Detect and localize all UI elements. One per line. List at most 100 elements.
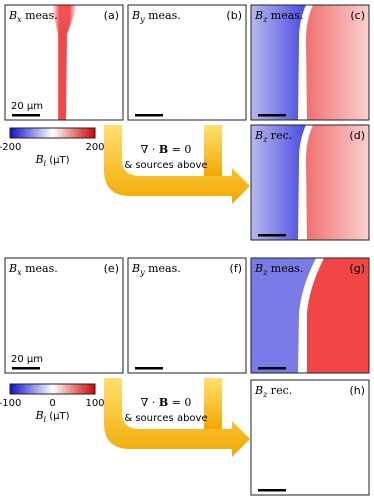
subscript: x [17, 15, 22, 24]
field-map [307, 258, 369, 373]
scale-bar [135, 367, 163, 370]
arrow: ∇ · B = 0 & sources above [104, 125, 250, 204]
panel: By meas. (f) [127, 257, 247, 374]
panel-frame [127, 4, 247, 121]
panel-title: By meas. [131, 9, 181, 24]
colorbar-tick: 0 [49, 398, 55, 409]
field-map [251, 258, 316, 373]
field-map [251, 125, 306, 240]
colorbar-tick: 100 [85, 398, 104, 409]
colorbar: -100 0 100 Bi (μT) [0, 383, 105, 424]
subscript: z [262, 15, 268, 24]
subscript: i [44, 415, 47, 424]
title-rest: meas. [145, 9, 181, 22]
panel-tag: (e) [104, 262, 119, 275]
subscript: y [139, 268, 145, 277]
eq-right: = 0 [168, 396, 191, 409]
eq-bold: B [159, 396, 168, 409]
field-map [59, 25, 66, 120]
panel-frame [250, 379, 370, 496]
panel-frame [250, 4, 370, 121]
panel-title: Bx meas. [8, 262, 58, 277]
scale-label: 20 μm [11, 101, 43, 112]
panel-tag: (b) [226, 9, 242, 22]
equation: ∇ · B = 0 [141, 143, 192, 156]
symbol: B [34, 153, 43, 166]
panel: Bx meas. (e) 20 μm [4, 257, 124, 374]
panel-tag: (d) [349, 129, 365, 142]
panel-bg [128, 258, 246, 373]
panel-frame [4, 257, 124, 374]
colorbar-label: Bi (μT) [34, 409, 69, 424]
scale-label: 20 μm [11, 354, 43, 365]
scale-bar [12, 367, 40, 370]
panel-title: Bx meas. [8, 9, 58, 24]
title-rest: meas. [22, 9, 58, 22]
subscript: y [139, 15, 145, 24]
panel: By meas. (b) [127, 4, 247, 121]
field-map [251, 5, 306, 120]
panel-tag: (h) [349, 384, 365, 397]
panel-tag: (g) [349, 262, 365, 275]
subscript: x [17, 268, 22, 277]
subscript: z [262, 268, 268, 277]
panel: Bz meas. (c) [250, 4, 370, 121]
arrow: ∇ · B = 0 & sources above [104, 378, 250, 457]
subscript: i [44, 159, 47, 168]
scale-bar [12, 114, 40, 117]
colorbar-gradient [9, 383, 96, 395]
title-rest: meas. [267, 262, 303, 275]
colorbar-gradient [9, 127, 96, 139]
colorbar-tick: -200 [0, 142, 21, 153]
title-rest: meas. [22, 262, 58, 275]
unit: (μT) [46, 155, 70, 166]
title-rest: meas. [267, 9, 303, 22]
symbol: B [131, 9, 140, 22]
arrow-body [204, 378, 222, 429]
colorbar-label: Bi (μT) [34, 153, 69, 168]
symbol: B [8, 9, 17, 22]
unit: (μT) [46, 411, 70, 422]
eq-right: = 0 [168, 143, 191, 156]
arrow-body [104, 378, 250, 457]
eq-left: ∇ · [141, 396, 159, 409]
sources-note: & sources above [124, 160, 207, 171]
symbol: B [254, 384, 263, 397]
eq-left: ∇ · [141, 143, 159, 156]
scale-bar [258, 367, 286, 370]
panel-frame [250, 124, 370, 241]
subscript: z [262, 390, 268, 399]
panel-tag: (c) [350, 9, 365, 22]
panel-frame [250, 257, 370, 374]
panel-title: Bz meas. [254, 262, 303, 277]
panel: Bz rec. (d) [250, 124, 370, 241]
panel-tag: (f) [230, 262, 242, 275]
subscript: z [262, 135, 268, 144]
panel-title: Bz meas. [254, 9, 303, 24]
title-rest: rec. [267, 384, 292, 397]
title-rest: rec. [267, 129, 292, 142]
scale-bar [258, 234, 286, 237]
symbol: B [34, 409, 43, 422]
panel: Bz rec. (h) [250, 379, 370, 496]
panel-title: By meas. [131, 262, 181, 277]
panel-frame [4, 4, 124, 121]
arrow-body [104, 125, 250, 204]
panel-bg [128, 5, 246, 120]
colorbar-tick: 200 [85, 142, 104, 153]
panel-title: Bz rec. [254, 384, 292, 399]
symbol: B [131, 262, 140, 275]
field-map [306, 125, 369, 240]
panel-frame [127, 257, 247, 374]
sources-note: & sources above [124, 413, 207, 424]
equation: ∇ · B = 0 [141, 396, 192, 409]
panel-bg [251, 380, 369, 495]
colorbar-tick: -100 [0, 398, 21, 409]
field-map [306, 5, 369, 120]
panel-bg [5, 258, 123, 373]
scale-bar [135, 114, 163, 117]
colorbar: -200 200 Bi (μT) [0, 127, 105, 168]
title-rest: meas. [145, 262, 181, 275]
scale-bar [258, 114, 286, 117]
